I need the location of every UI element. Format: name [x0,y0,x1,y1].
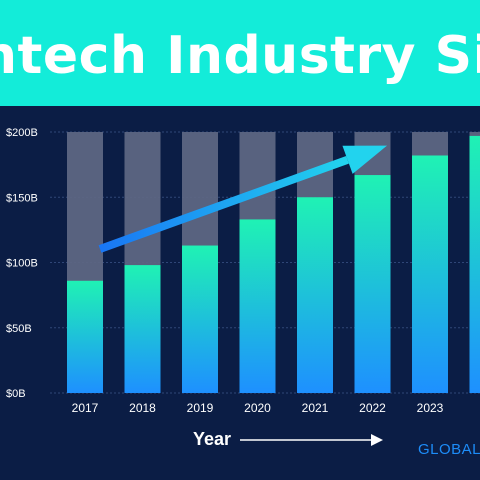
x-axis-label: Year [193,429,232,449]
x-tick-label: 2019 [187,401,214,415]
bar [67,280,103,393]
trend-arrow-shaft [98,156,349,253]
bar [124,265,161,393]
x-tick-label: 2017 [72,401,99,415]
bar [239,219,276,393]
x-tick-label: 2018 [129,401,156,415]
bar [354,175,391,393]
bar [297,197,333,393]
bar [182,245,218,393]
x-axis-arrow-icon [240,434,383,446]
x-tick-label: 2022 [359,401,386,415]
x-tick-label: 2021 [302,401,329,415]
x-tick-label: 2020 [244,401,271,415]
trend-arrow-head [342,145,388,174]
page-title: ntech Industry Siz [0,26,480,86]
y-tick-label: $50B [6,323,32,335]
x-tick-label: 2023 [417,401,444,415]
bar [412,155,448,393]
y-tick-label: $0B [6,388,26,400]
bar-chart: $0B $50B $100B $150B $200B 2017 2018 2019 2020 20… [6,127,480,415]
y-tick-label: $200B [6,127,38,139]
brand-logo-text: GLOBAL [418,441,480,458]
title-band: ntech Industry Siz [0,0,480,106]
y-tick-label: $150B [6,192,38,204]
y-tick-label: $100B [6,258,38,270]
bar [469,135,480,393]
